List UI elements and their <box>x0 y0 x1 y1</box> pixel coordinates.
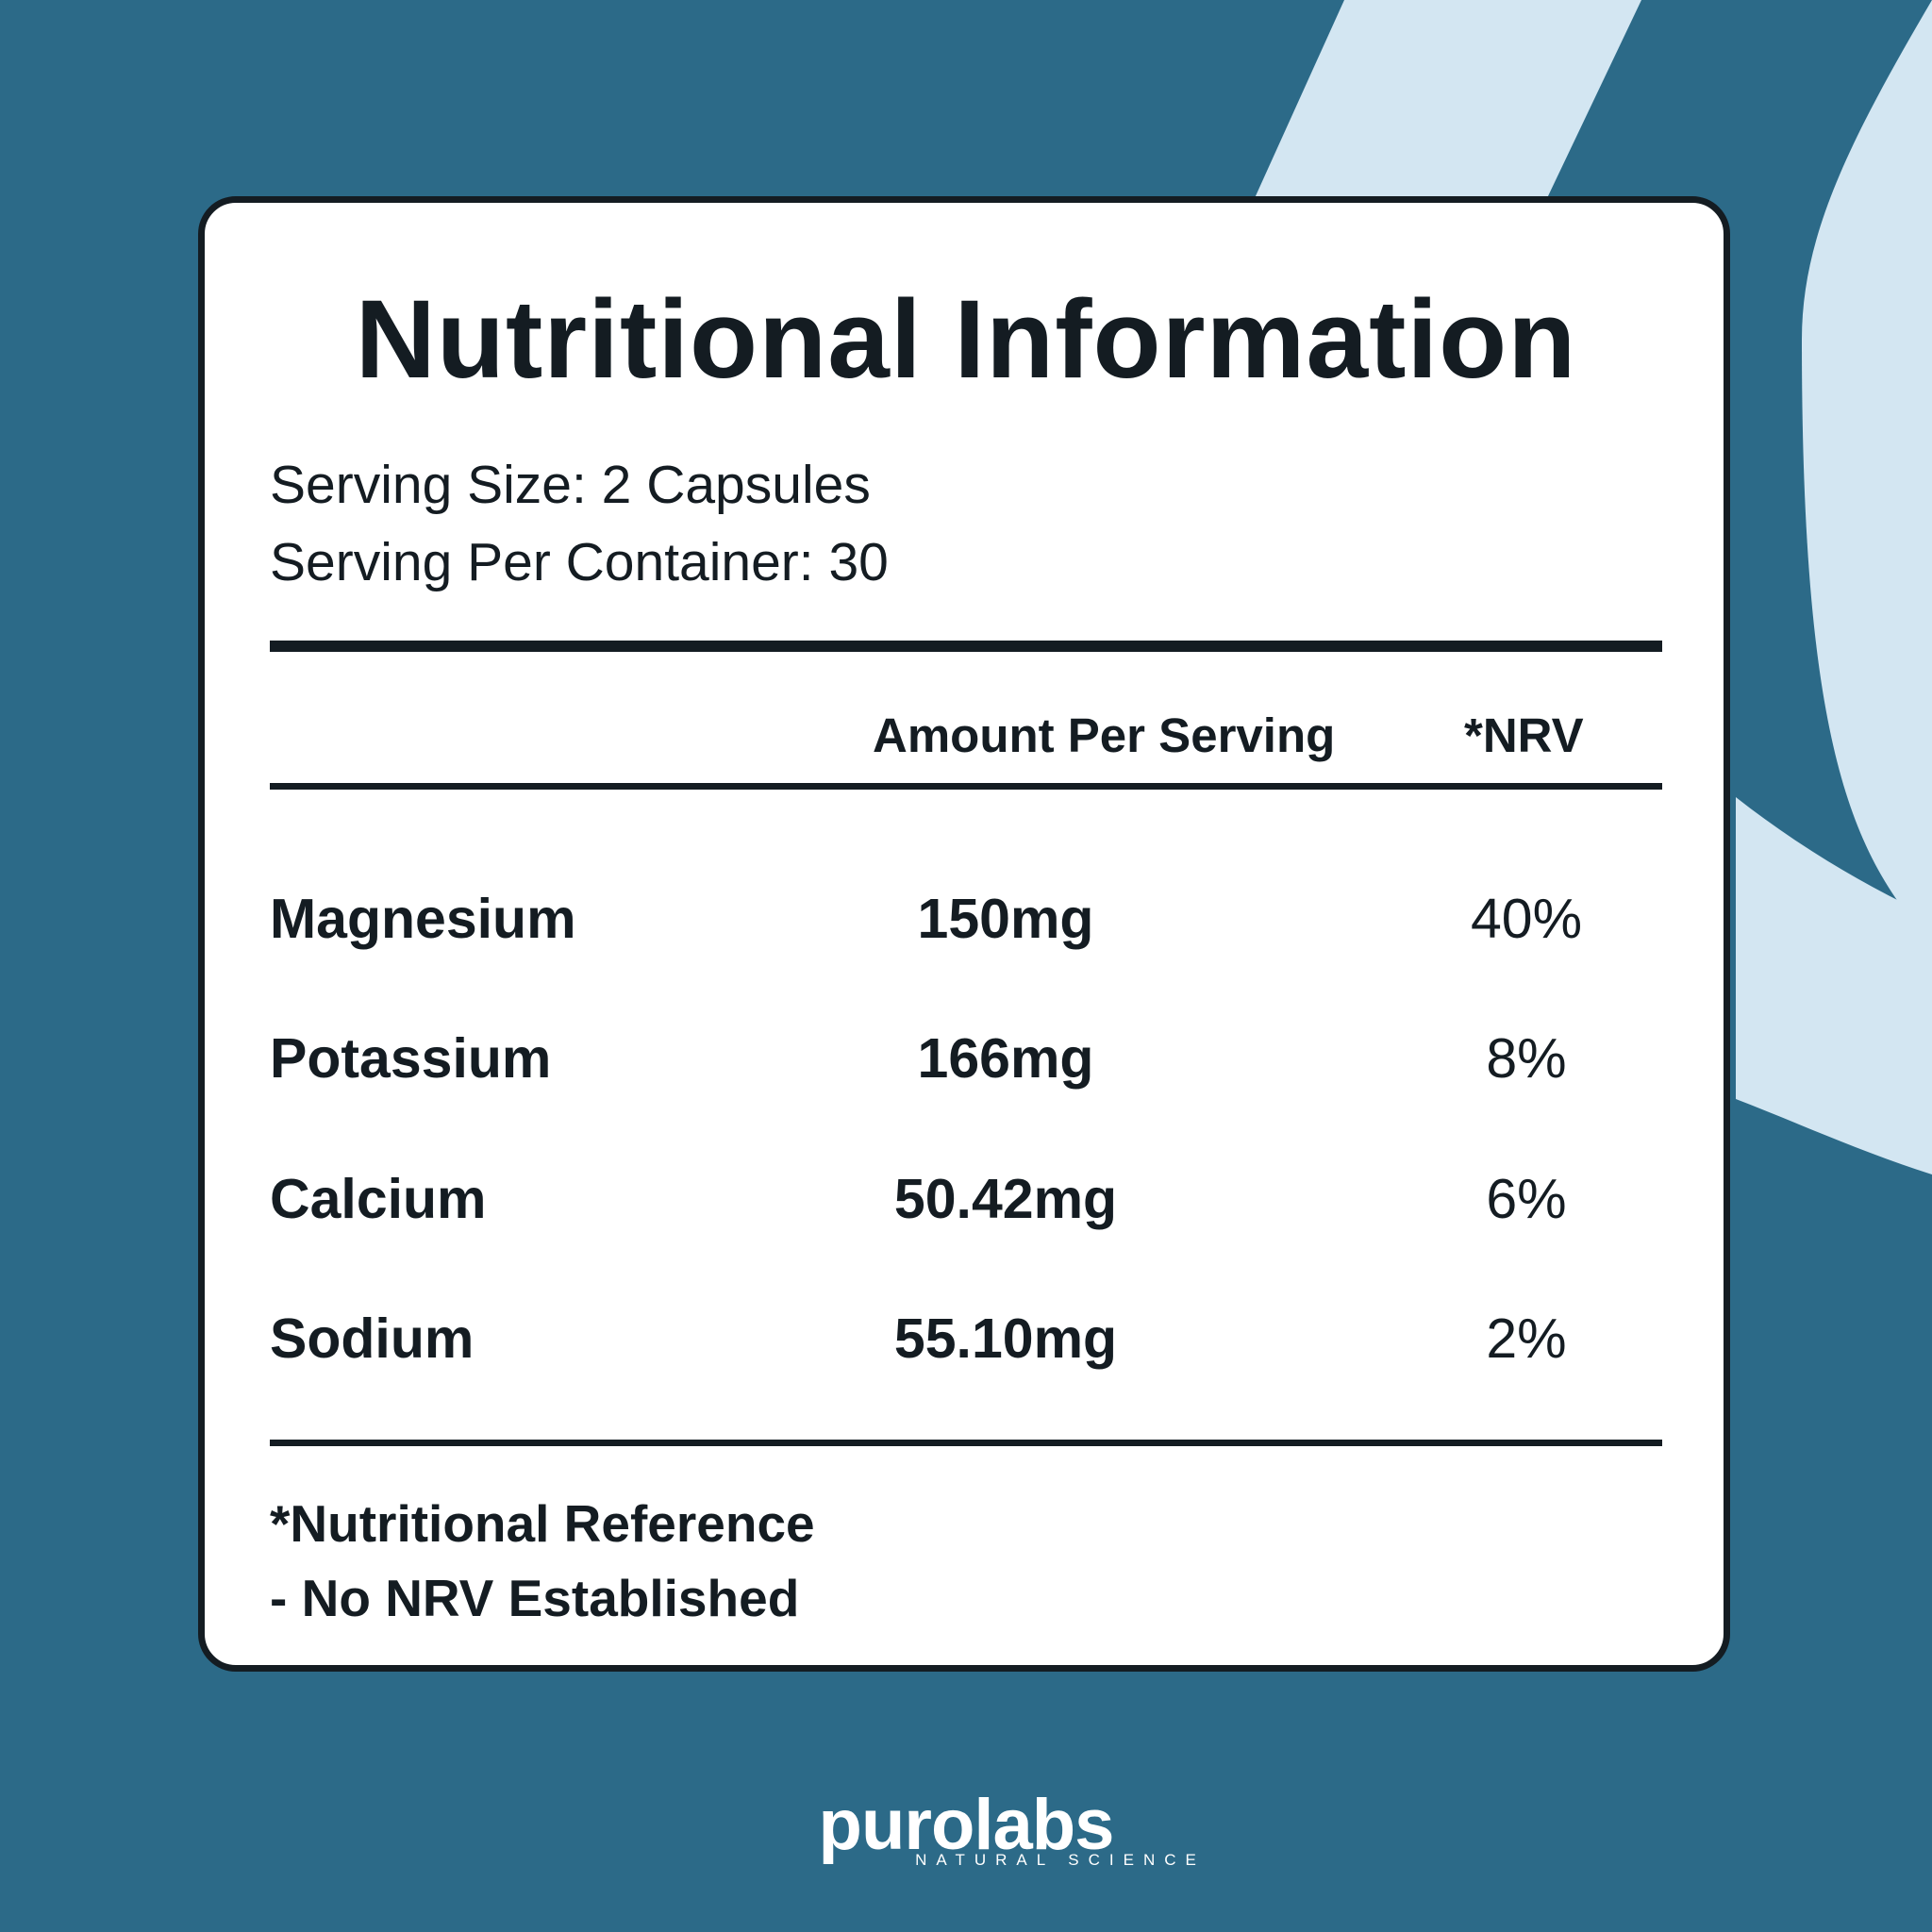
nutrient-name: Sodium <box>270 1307 475 1370</box>
nutrient-nrv: 6% <box>1486 1168 1567 1230</box>
servings-per-container: Serving Per Container: 30 <box>270 532 889 592</box>
brand-logo: purolabs <box>818 1785 1115 1865</box>
divider-header <box>270 783 1662 790</box>
brand-tagline: NATURAL SCIENCE <box>915 1851 1206 1869</box>
serving-size: Serving Size: 2 Capsules <box>270 455 871 515</box>
nrv-header: *NRV <box>1464 708 1584 762</box>
divider-thick <box>270 641 1662 652</box>
page-title: Nutritional Information <box>355 277 1577 402</box>
nutrient-nrv: 40% <box>1470 888 1583 950</box>
table-row: Sodium 55.10mg 2% <box>270 1301 1662 1376</box>
table-row: Magnesium 150mg 40% <box>270 881 1662 957</box>
nutrient-amount: 50.42mg <box>893 1168 1118 1230</box>
footnote-nrv-reference: *Nutritional Reference <box>270 1494 815 1553</box>
nutrient-nrv: 2% <box>1486 1307 1567 1370</box>
nutrient-amount: 55.10mg <box>893 1307 1118 1370</box>
nutrient-amount: 166mg <box>917 1027 1094 1090</box>
table-row: Calcium 50.42mg 6% <box>270 1161 1662 1237</box>
nutrient-nrv: 8% <box>1486 1027 1567 1090</box>
footnote-no-nrv: - No NRV Established <box>270 1569 800 1627</box>
divider-footer <box>270 1440 1662 1446</box>
nutrient-name: Magnesium <box>270 888 576 950</box>
amount-per-serving-header: Amount Per Serving <box>873 708 1336 762</box>
nutrient-name: Calcium <box>270 1168 487 1230</box>
nutrition-card <box>198 196 1730 1672</box>
nutrient-name: Potassium <box>270 1027 552 1090</box>
nutrient-amount: 150mg <box>917 888 1094 950</box>
table-row: Potassium 166mg 8% <box>270 1021 1662 1096</box>
